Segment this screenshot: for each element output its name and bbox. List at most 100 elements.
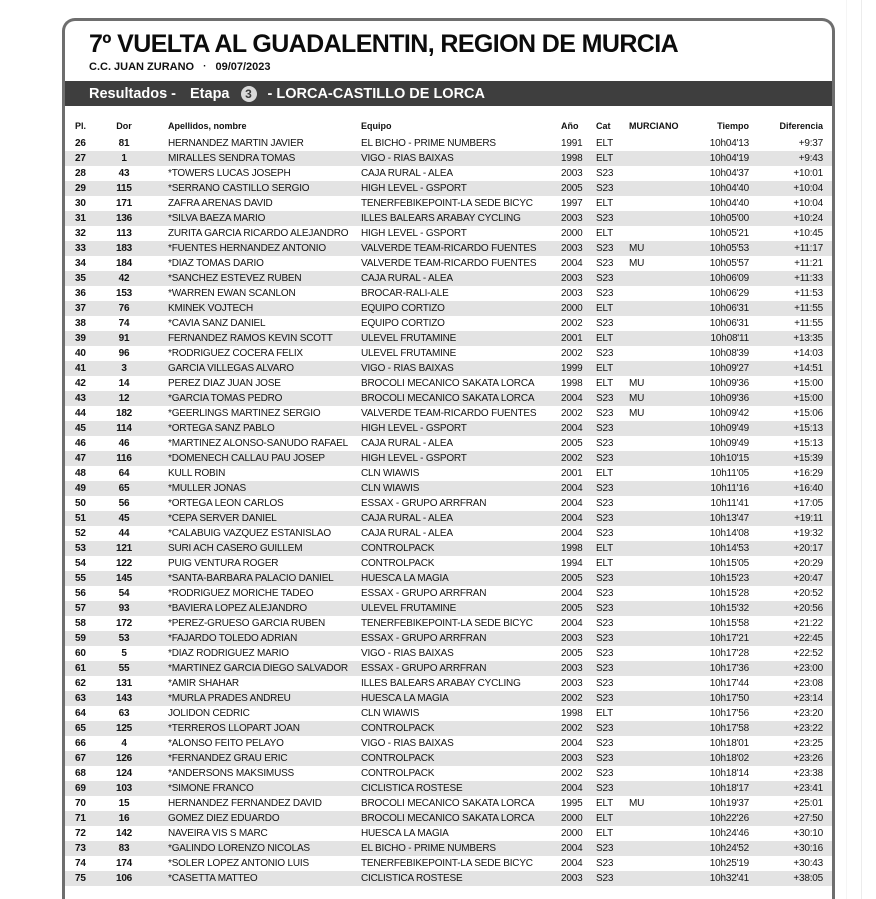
cell-cat: S23 [596, 678, 614, 689]
cell-year: 2003 [561, 168, 583, 179]
cell-murciano: MU [629, 798, 645, 809]
cell-tiempo: 10h06'31 [709, 303, 749, 314]
cell-year: 1998 [561, 153, 583, 164]
col-header-team: Equipo [361, 121, 392, 131]
cell-dor: 42 [118, 273, 130, 284]
cell-cat: S23 [596, 273, 614, 284]
cell-name: *MULLER JONAS [168, 483, 246, 494]
cell-name: *AMIR SHAHAR [168, 678, 239, 689]
cell-name: *FAJARDO TOLEDO ADRIAN [168, 633, 298, 644]
cell-tiempo: 10h15'58 [709, 618, 749, 629]
table-row: 64 63 JOLIDON CEDRIC CLN WIAWIS 1998 ELT 10h17… [65, 706, 832, 721]
cell-cat: S23 [596, 348, 614, 359]
table-row: 41 3 GARCIA VILLEGAS ALVARO VIGO - RIAS BAI… [65, 361, 832, 376]
cell-pl: 41 [75, 363, 86, 374]
cell-tiempo: 10h04'19 [709, 153, 749, 164]
cell-year: 2004 [561, 738, 583, 749]
cell-dor: 16 [118, 813, 130, 824]
cell-team: CONTROLPACK [361, 753, 435, 764]
cell-year: 2003 [561, 288, 583, 299]
cell-name: *ANDERSONS MAKSIMUSS [168, 768, 295, 779]
cell-dor: 171 [115, 198, 133, 209]
cell-tiempo: 10h10'15 [709, 453, 749, 464]
cell-dor: 143 [115, 693, 133, 704]
cell-year: 2000 [561, 228, 583, 239]
table-row: 30 171 ZAFRA ARENAS DAVID TENERFEBIKEPOINT-… [65, 196, 832, 211]
cell-year: 2000 [561, 303, 583, 314]
cell-dor: 81 [118, 138, 130, 149]
table-row: 37 76 KMINEK VOJTECH EQUIPO CORTIZO 2000 ELT 1… [65, 301, 832, 316]
cell-pl: 45 [75, 423, 86, 434]
cell-diferencia: +11:21 [794, 258, 823, 269]
cell-name: FERNANDEZ RAMOS KEVIN SCOTT [168, 333, 333, 344]
cell-diferencia: +23:26 [793, 753, 823, 764]
cell-pl: 27 [75, 153, 86, 164]
cell-name: *SERRANO CASTILLO SERGIO [168, 183, 310, 194]
cell-tiempo: 10h22'26 [709, 813, 749, 824]
cell-murciano: MU [629, 258, 645, 269]
cell-year: 1999 [561, 363, 583, 374]
table-row: 50 56 *ORTEGA LEON CARLOS ESSAX - GRUPO ARR… [65, 496, 832, 511]
cell-name: *CASETTA MATTEO [168, 873, 258, 884]
cell-name: JOLIDON CEDRIC [168, 708, 250, 719]
cell-tiempo: 10h15'05 [709, 558, 749, 569]
cell-dor: 153 [115, 288, 133, 299]
table-row: 38 74 *CAVIA SANZ DANIEL EQUIPO CORTIZO 2002… [65, 316, 832, 331]
cell-year: 2003 [561, 873, 583, 884]
cell-diferencia: +15:13 [793, 423, 823, 434]
cell-murciano: MU [629, 378, 645, 389]
table-row: 73 83 *GALINDO LORENZO NICOLAS EL BICHO - P… [65, 841, 832, 856]
cell-pl: 70 [75, 798, 86, 809]
cell-year: 2003 [561, 663, 583, 674]
cell-name: *SANTA-BARBARA PALACIO DANIEL [168, 573, 334, 584]
cell-dor: 1 [121, 153, 127, 164]
table-body: 26 81 HERNANDEZ MARTIN JAVIER EL BICHO - PR… [65, 136, 832, 886]
cell-year: 2002 [561, 348, 583, 359]
cell-murciano: MU [629, 243, 645, 254]
cell-diferencia: +22:52 [793, 648, 823, 659]
cell-cat: ELT [596, 558, 613, 569]
cell-name: *GALINDO LORENZO NICOLAS [168, 843, 310, 854]
cell-cat: S23 [596, 603, 614, 614]
cell-tiempo: 10h09'49 [709, 438, 749, 449]
cell-diferencia: +23:20 [793, 708, 823, 719]
cell-name: ZURITA GARCIA RICARDO ALEJANDRO [168, 228, 349, 239]
cell-tiempo: 10h25'19 [709, 858, 749, 869]
cell-dor: 124 [115, 768, 133, 779]
table-row: 40 96 *RODRIGUEZ COCERA FELIX ULEVEL FRUTAM… [65, 346, 832, 361]
cell-diferencia: +19:11 [794, 513, 823, 524]
cell-dor: 122 [115, 558, 133, 569]
cell-cat: ELT [596, 303, 613, 314]
cell-cat: S23 [596, 633, 614, 644]
cell-diferencia: +23:08 [793, 678, 823, 689]
cell-pl: 74 [75, 858, 86, 869]
cell-pl: 60 [75, 648, 86, 659]
cell-cat: ELT [596, 813, 613, 824]
cell-diferencia: +11:53 [794, 288, 823, 299]
cell-name: MIRALLES SENDRA TOMAS [168, 153, 296, 164]
cell-tiempo: 10h11'41 [710, 498, 750, 509]
cell-year: 2004 [561, 423, 583, 434]
cell-name: *DIAZ TOMAS DARIO [168, 258, 264, 269]
cell-name: *DOMENECH CALLAU PAU JOSEP [168, 453, 325, 464]
cell-name: PEREZ DIAZ JUAN JOSE [168, 378, 281, 389]
cell-year: 2003 [561, 273, 583, 284]
cell-diferencia: +20:17 [793, 543, 823, 554]
cell-tiempo: 10h19'37 [709, 798, 749, 809]
cell-dor: 126 [115, 753, 133, 764]
cell-cat: S23 [596, 513, 614, 524]
cell-team: ESSAX - GRUPO ARRFRAN [361, 663, 487, 674]
cell-year: 1998 [561, 708, 583, 719]
cell-tiempo: 10h08'11 [710, 333, 750, 344]
cell-cat: S23 [596, 243, 614, 254]
cell-team: TENERFEBIKEPOINT-LA SEDE BICYC [361, 618, 533, 629]
table-row: 27 1 MIRALLES SENDRA TOMAS VIGO - RIAS BAIX… [65, 151, 832, 166]
cell-team: CAJA RURAL - ALEA [361, 438, 453, 449]
page-title: 7º VUELTA AL GUADALENTIN, REGION DE MURC… [89, 30, 679, 58]
cell-team: BROCOLI MECANICO SAKATA LORCA [361, 378, 535, 389]
table-row: 34 184 *DIAZ TOMAS DARIO VALVERDE TEAM-RICA… [65, 256, 832, 271]
cell-tiempo: 10h08'39 [709, 348, 749, 359]
table-row: 32 113 ZURITA GARCIA RICARDO ALEJANDRO HIGH… [65, 226, 832, 241]
cell-tiempo: 10h06'31 [709, 318, 749, 329]
cell-tiempo: 10h04'40 [709, 183, 749, 194]
